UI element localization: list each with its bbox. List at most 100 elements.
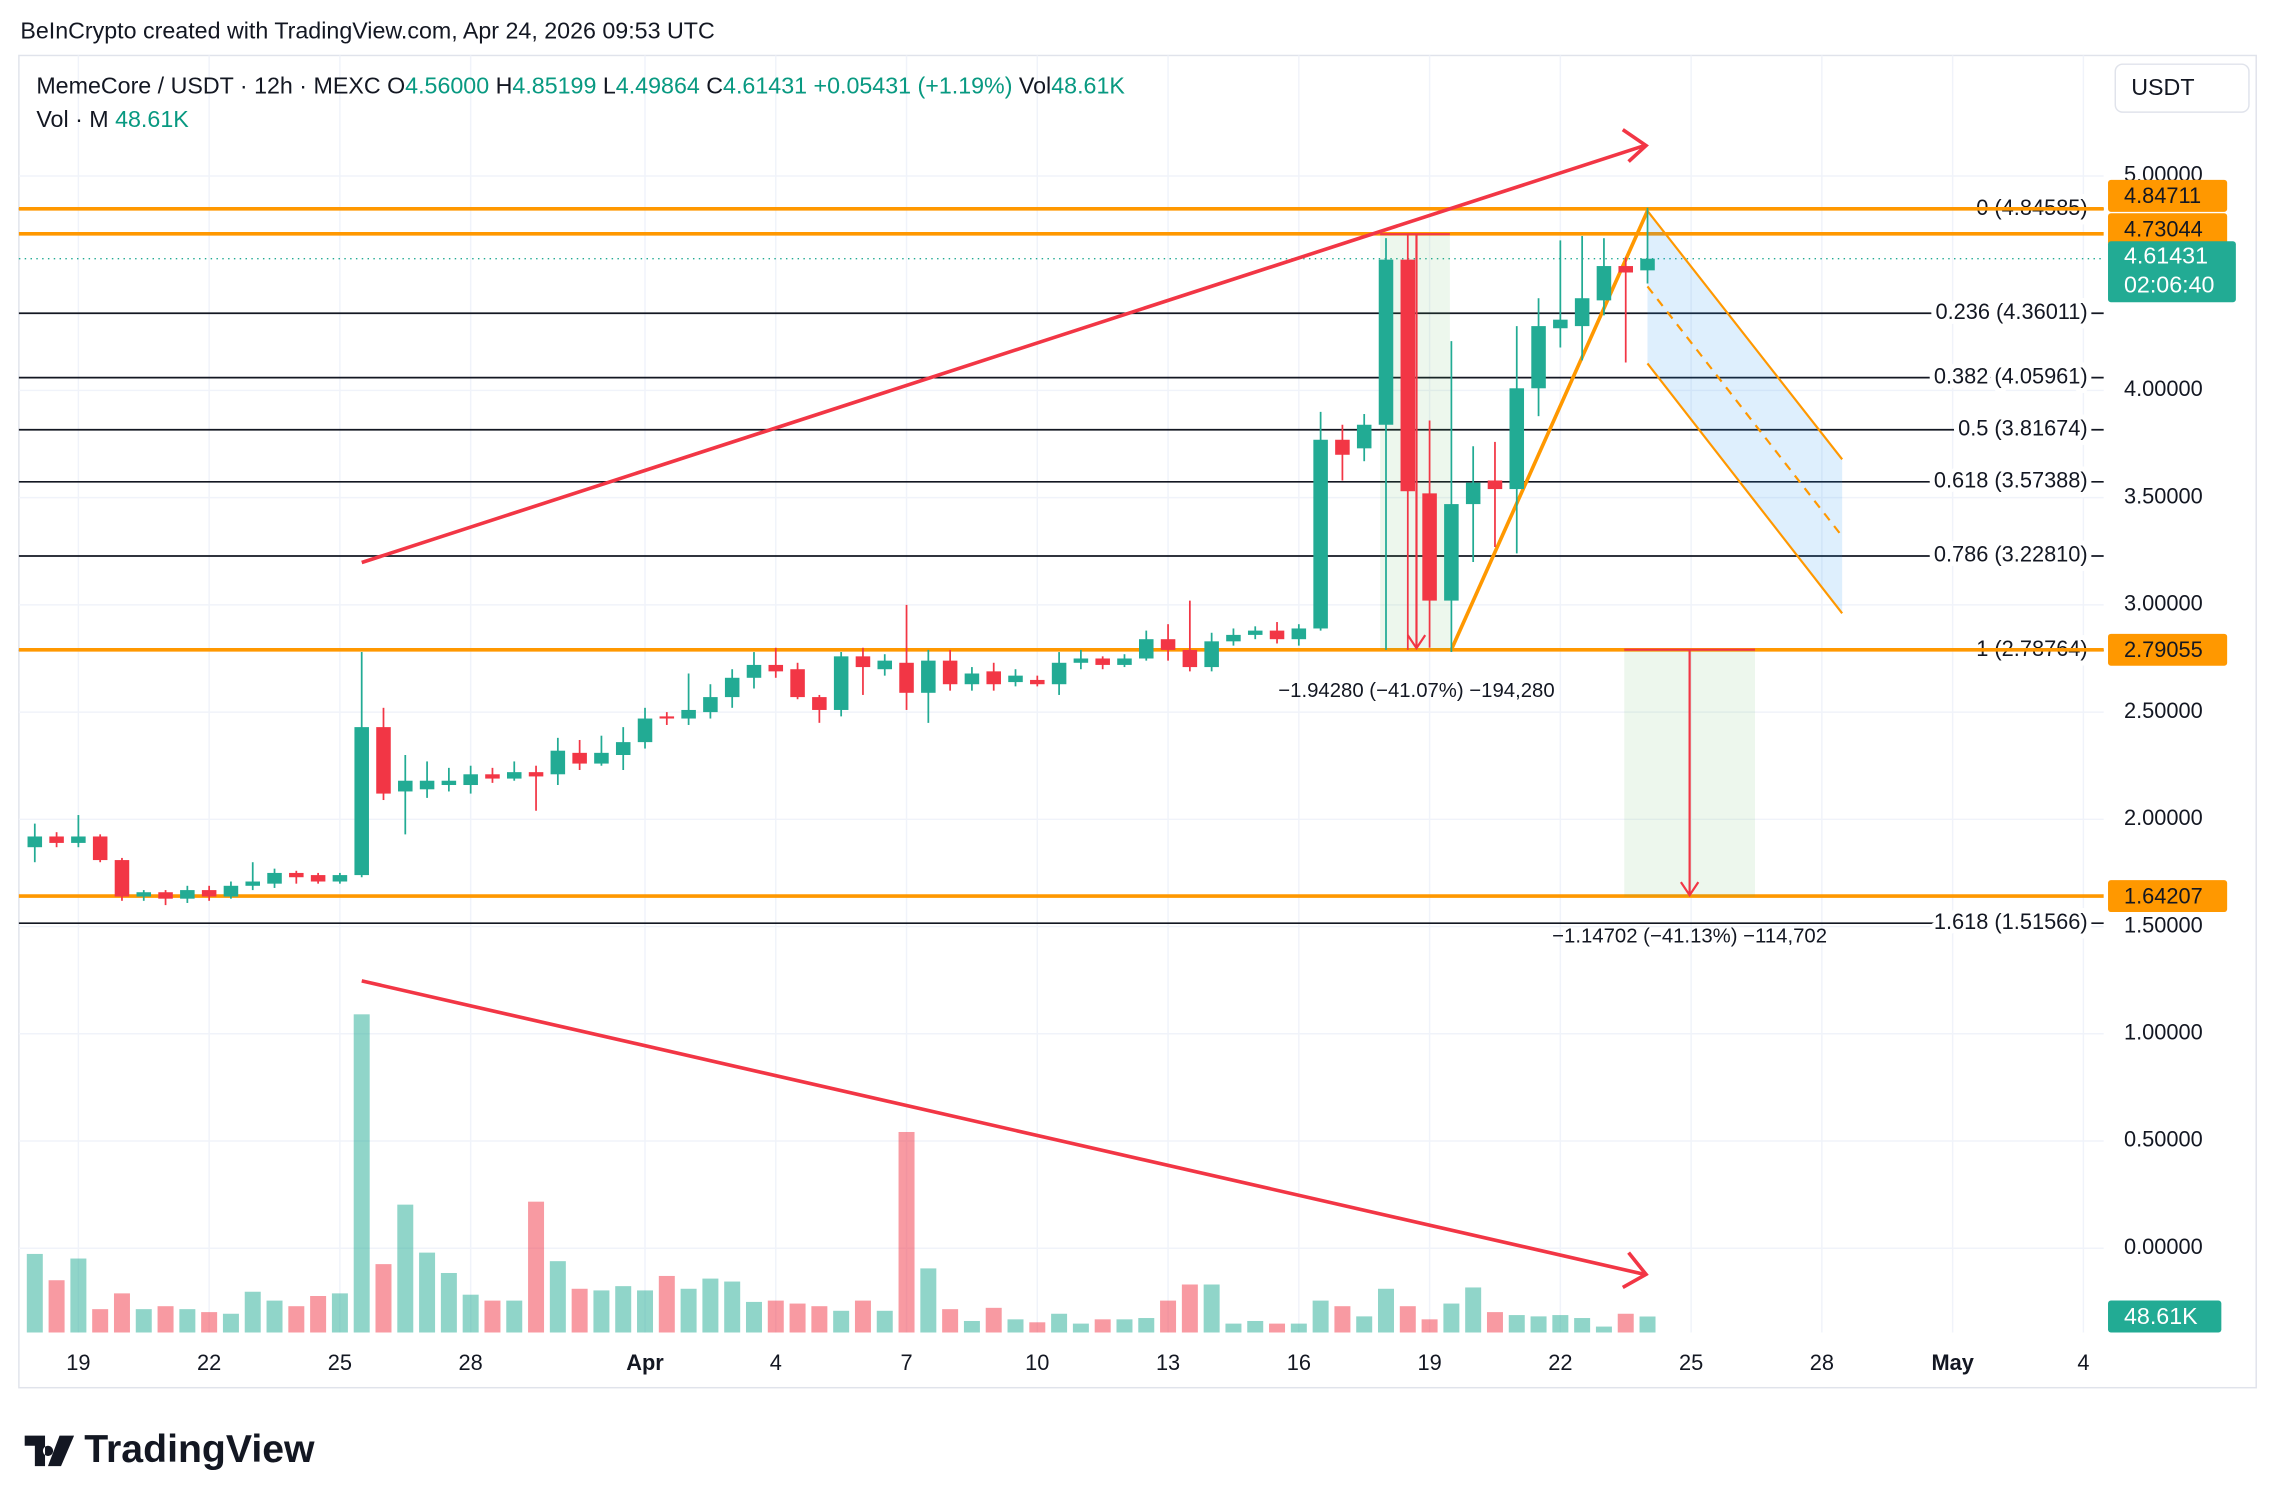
y-tick-label: 1.00000 <box>2124 1020 2203 1045</box>
x-tick-label: Apr <box>626 1350 664 1375</box>
x-tick-label: 4 <box>2077 1350 2089 1375</box>
legend-value: 4.49864 <box>616 73 700 99</box>
volume-bar <box>310 1296 327 1333</box>
volume-bar <box>1225 1323 1242 1333</box>
volume-bar <box>745 1301 762 1333</box>
candle-body <box>354 727 369 876</box>
volume-bar <box>1007 1319 1024 1333</box>
volume-bar <box>615 1286 632 1333</box>
impulse-line <box>1449 210 1650 651</box>
candle-body <box>158 892 173 899</box>
volume-bar <box>1356 1316 1373 1333</box>
channel-line <box>1646 362 1844 615</box>
volume-value: 48.61K <box>115 106 189 132</box>
volume-bar <box>549 1261 566 1333</box>
candle-body <box>1269 630 1285 640</box>
measure-label: −1.14702 (−41.13%) −114,702 <box>1552 926 1827 948</box>
candle-body <box>986 671 1001 685</box>
currency-button[interactable] <box>2114 63 2250 113</box>
legend: MemeCore / USDT · 12h · MEXC O4.56000 H4… <box>36 73 1125 99</box>
volume-bar <box>811 1306 828 1333</box>
x-tick-label: May <box>1931 1350 1973 1375</box>
fib-label: 0.786 (3.22810) <box>1934 542 2088 567</box>
volume-bar <box>767 1300 784 1333</box>
countdown: 02:06:40 <box>2124 271 2215 297</box>
volume-bar <box>1116 1319 1133 1333</box>
volume-bar <box>201 1312 218 1333</box>
candle-body <box>1182 649 1198 668</box>
volume-bar <box>353 1014 370 1333</box>
candle-body <box>398 780 413 792</box>
trend-arrow <box>361 979 1645 1277</box>
current-price-badge <box>2108 241 2236 303</box>
candle-body <box>1073 658 1089 663</box>
volume-title: Vol · M <box>36 106 108 132</box>
price-badge <box>2108 880 2228 913</box>
volume-badge-label: 48.61K <box>2124 1303 2198 1329</box>
candle-body <box>1095 658 1110 665</box>
candles <box>27 207 1655 906</box>
volume-bar <box>920 1268 937 1333</box>
volume-bar <box>1269 1323 1286 1333</box>
y-tick-label: 4.00000 <box>2124 376 2203 401</box>
volume-bar <box>702 1278 719 1333</box>
channel-fill <box>1647 210 1843 614</box>
trend-arrowhead <box>1621 1251 1649 1290</box>
volume-bar <box>26 1253 43 1333</box>
candle-body <box>1596 266 1612 301</box>
y-tick-label: 0.50000 <box>2124 1127 2203 1152</box>
volume-bar <box>1617 1313 1634 1333</box>
candle-body <box>1378 259 1394 425</box>
candle-body <box>1640 258 1655 271</box>
x-tick-label: 28 <box>459 1350 483 1375</box>
volume-bar <box>266 1300 283 1333</box>
volume-bar <box>484 1300 501 1333</box>
volume-legend: Vol · M 48.61K <box>36 106 189 132</box>
volume-bar <box>1290 1323 1307 1333</box>
x-tick-label: 7 <box>900 1350 912 1375</box>
volume-bar <box>331 1293 348 1333</box>
volume-bar <box>375 1264 392 1333</box>
volume-bar <box>397 1204 414 1333</box>
volume-bar <box>658 1275 675 1333</box>
price-badge-label: 1.64207 <box>2124 883 2203 908</box>
candle-body <box>1487 480 1503 490</box>
fib-label: 0.382 (4.05961) <box>1934 363 2088 388</box>
y-tick-label: 2.00000 <box>2124 805 2203 830</box>
x-tick-label: 4 <box>770 1350 782 1375</box>
fib-label: 1.618 (1.51566) <box>1934 909 2088 934</box>
volume-bar <box>48 1280 65 1333</box>
candle-body <box>855 656 871 668</box>
candle-body <box>812 697 827 710</box>
candle-body <box>615 742 631 755</box>
volume-bar <box>1029 1322 1046 1333</box>
candle-body <box>376 727 391 794</box>
grid <box>18 55 2104 1333</box>
y-tick-label: 2.50000 <box>2124 698 2203 723</box>
candle-body <box>506 772 522 779</box>
measure-arrowhead <box>1406 634 1427 651</box>
volume-bar <box>1443 1303 1460 1333</box>
drawings: −1.94280 (−41.07%) −194,280 −1.14702 (−4… <box>361 128 1844 1290</box>
x-tick-label: 16 <box>1287 1350 1311 1375</box>
axes: 0.00000 0.50000 1.00000 1.50000 2.00000 2.500… <box>66 162 2236 1375</box>
volume-badge <box>2108 1300 2222 1333</box>
volume-bar <box>876 1310 893 1333</box>
candle-body <box>637 718 653 743</box>
volume-bar <box>1508 1315 1525 1333</box>
candle-body <box>310 875 326 882</box>
volume-bar <box>637 1290 654 1333</box>
candle-body <box>92 836 108 861</box>
currency[interactable]: USDT <box>2131 74 2194 100</box>
candle-body <box>790 669 805 698</box>
volume-bar <box>680 1288 697 1333</box>
candle-body <box>245 881 260 886</box>
measure-arrowhead <box>1679 881 1700 898</box>
volume-bar <box>985 1307 1002 1333</box>
price-badge-label: 4.73044 <box>2124 216 2203 241</box>
symbol: MemeCore / USDT · 12h · MEXC <box>36 73 380 99</box>
price-badge <box>2108 633 2228 666</box>
volume-bar <box>419 1252 436 1333</box>
candle-body <box>877 660 893 670</box>
candle-body <box>964 673 980 685</box>
